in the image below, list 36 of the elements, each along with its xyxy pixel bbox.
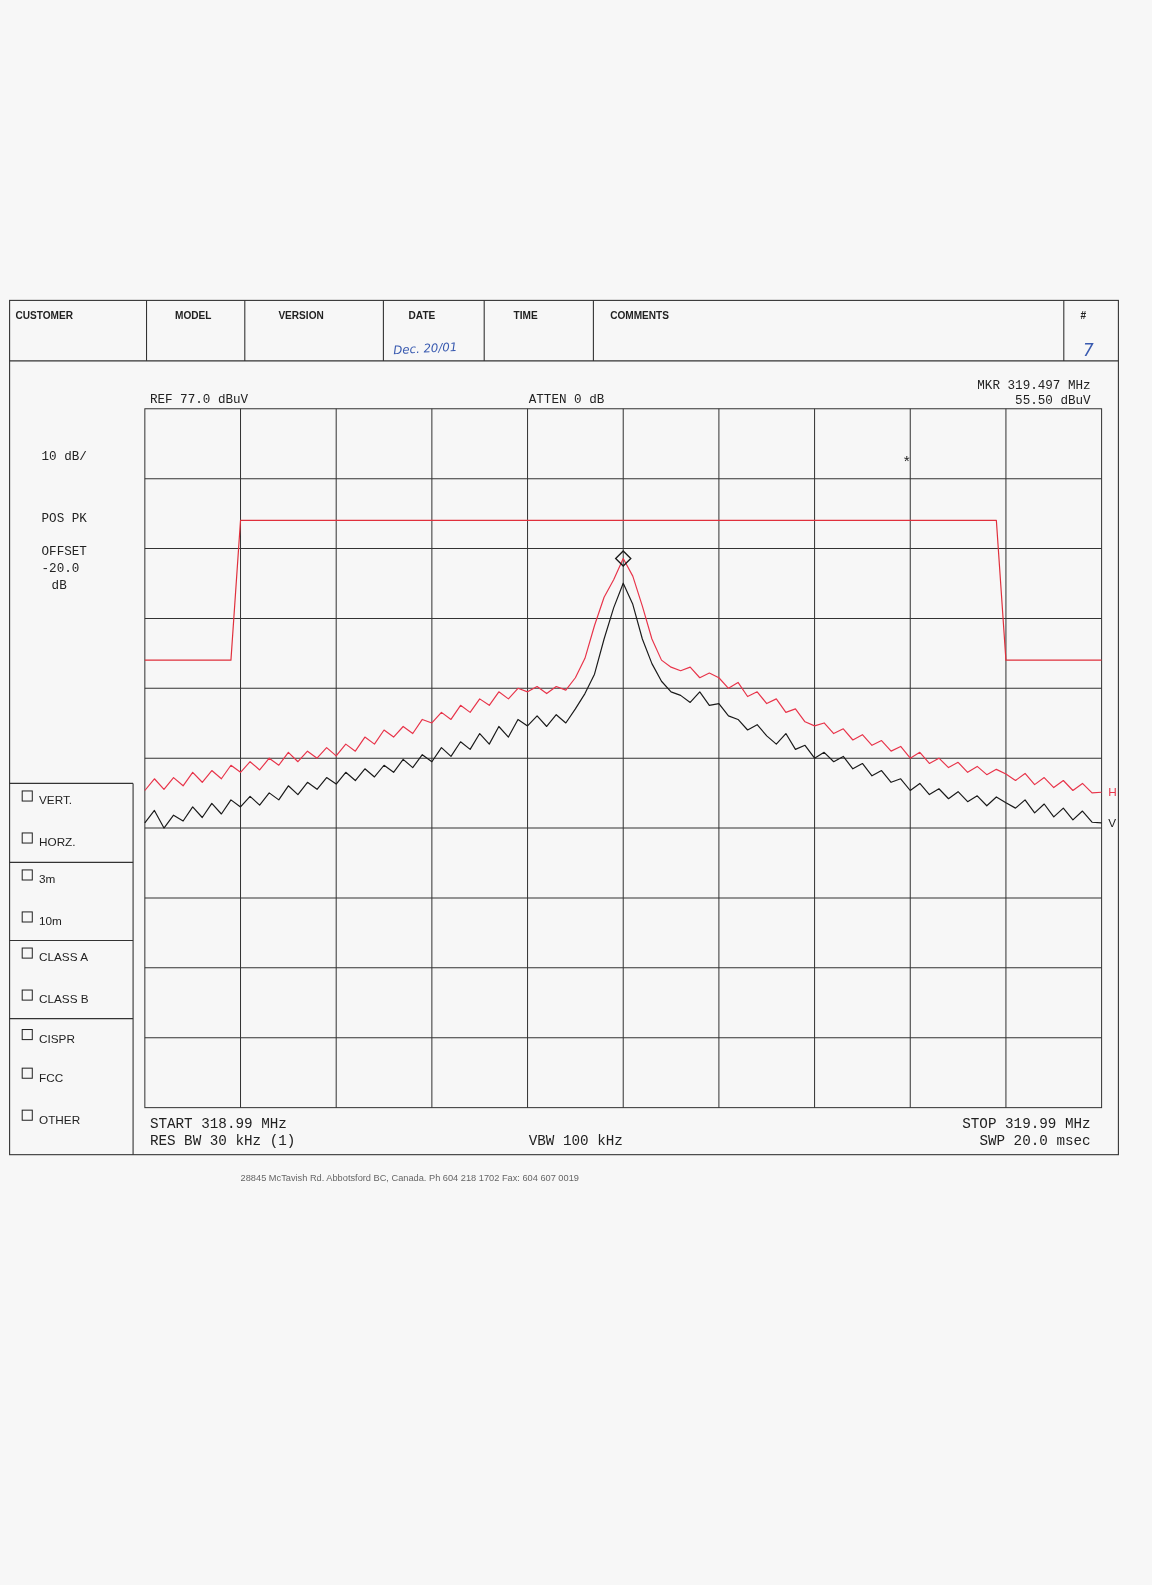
text: OTHER (39, 1112, 81, 1126)
series-label: V (1108, 816, 1117, 829)
series-label: H (1108, 785, 1117, 799)
text: REF 77.0 dBuV (149, 392, 249, 407)
text: VBW 100 kHz (528, 1133, 623, 1150)
text: 3m (39, 872, 56, 886)
text: CLASS A (39, 950, 89, 964)
text: * (902, 453, 912, 472)
text: Dec. 20/01 (392, 339, 458, 358)
text: RES BW 30 kHz (1) (149, 1133, 296, 1150)
text: FCC (39, 1070, 64, 1084)
text: 28845 McTavish Rd. Abbotsford BC, Canada. Ph 604 218 1702 Fax: 604 607 0019 (240, 1172, 579, 1183)
text: ATTEN 0 dB (528, 392, 605, 407)
text: 7 (1083, 339, 1095, 360)
text: CLASS B (39, 992, 89, 1006)
text: STOP 319.99 MHz (962, 1115, 1091, 1132)
text: START 318.99 MHz (149, 1115, 287, 1132)
text: COMMENTS (610, 309, 670, 321)
text: POS PK (41, 512, 88, 527)
text: VERSION (278, 309, 324, 321)
text: # (1080, 309, 1087, 321)
text: DATE (408, 309, 436, 321)
text: VERT. (39, 793, 73, 807)
text: 10 dB/ (41, 450, 87, 464)
text: SWP 20.0 msec (979, 1133, 1091, 1150)
text: TIME (513, 309, 538, 321)
text: OFFSET (41, 544, 88, 559)
text: MODEL (175, 309, 212, 321)
text: CUSTOMER (15, 309, 74, 321)
text: dB (51, 578, 68, 593)
text: HORZ. (39, 835, 76, 849)
text: -20.0 (41, 561, 80, 576)
text: MKR 319.497 MHz (977, 379, 1091, 394)
text: 10m (39, 914, 63, 928)
text: 55.50 dBuV (1015, 393, 1092, 408)
text: CISPR (39, 1031, 75, 1045)
